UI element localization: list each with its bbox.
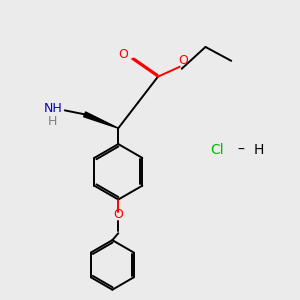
Text: H: H [48, 115, 58, 128]
Text: Cl: Cl [211, 143, 224, 157]
Polygon shape [84, 112, 118, 128]
Text: O: O [113, 208, 123, 221]
Text: O: O [118, 48, 128, 62]
Text: H: H [254, 143, 264, 157]
Text: O: O [178, 54, 188, 67]
Text: NH: NH [44, 102, 62, 115]
Text: –: – [238, 143, 244, 157]
